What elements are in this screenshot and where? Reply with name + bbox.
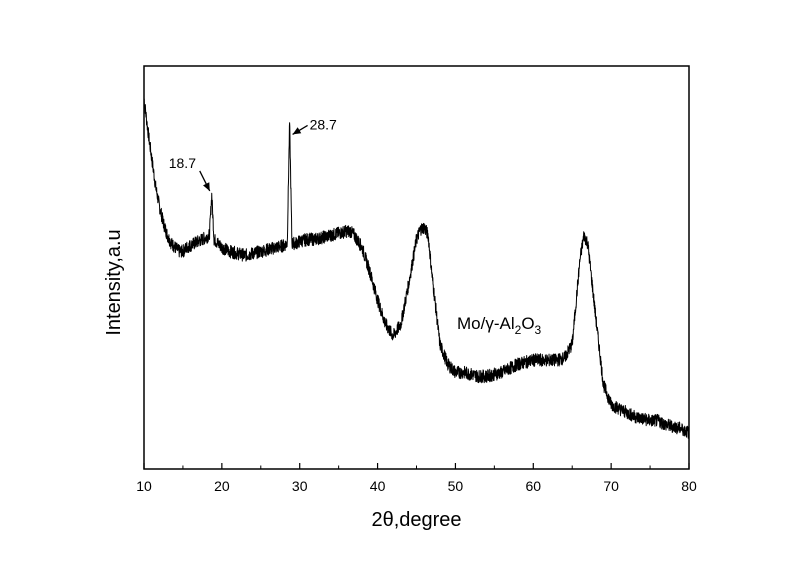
x-axis-ticks: 10 20 30 40 50 60 70 80 [136, 463, 697, 494]
plot-frame [143, 65, 690, 470]
peak-annotation-label: 28.7 [310, 116, 337, 132]
sample-label: Mo/γ-Al2O3 [457, 314, 542, 337]
sample-label-sub1: 2 [515, 323, 522, 337]
annotation-arrowhead [203, 182, 210, 191]
sample-label-sub2: 3 [535, 323, 542, 337]
x-tick-label: 40 [370, 478, 386, 494]
x-axis-title: 2θ,degree [371, 509, 461, 531]
sample-label-mid: O [521, 314, 534, 333]
xrd-pattern-line [143, 98, 690, 439]
x-tick-label: 20 [214, 478, 230, 494]
x-tick-label: 50 [448, 478, 464, 494]
sample-label-main: Mo/γ-Al [457, 314, 515, 333]
x-tick-label: 60 [525, 478, 541, 494]
annotation-arrowhead [292, 127, 302, 135]
x-tick-label: 80 [681, 478, 697, 494]
x-tick-label: 10 [136, 478, 152, 494]
peak-annotations: 18.7 28.7 [169, 116, 337, 192]
peak-annotation-label: 18.7 [169, 155, 196, 171]
y-axis-title: Intensity,a.u [103, 229, 125, 335]
x-tick-label: 70 [603, 478, 619, 494]
x-tick-label: 30 [292, 478, 308, 494]
